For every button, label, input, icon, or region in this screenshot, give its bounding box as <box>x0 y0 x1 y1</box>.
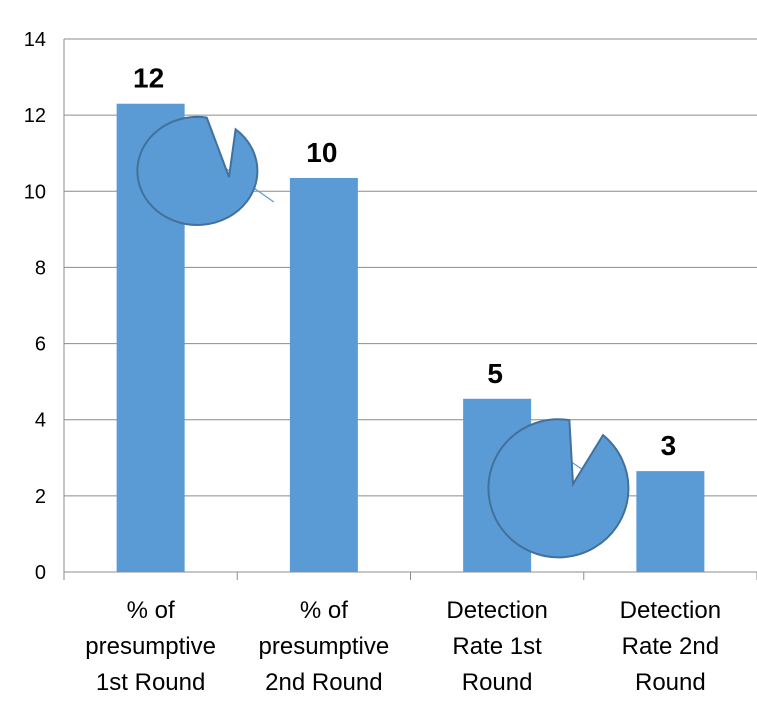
y-tick-label: 6 <box>35 334 46 356</box>
callout-label: 11% <box>226 55 277 93</box>
x-tick-label: % of presumptive 2nd Round <box>259 597 390 696</box>
y-tick-label: 8 <box>35 257 46 279</box>
y-tick-label: 4 <box>35 410 46 432</box>
callout-label: 4% <box>588 341 620 366</box>
data-label: 3 <box>661 430 677 461</box>
y-tick-label: 12 <box>24 105 46 127</box>
data-label: 10 <box>306 137 337 168</box>
x-tick-label: % of presumptive 1st Round <box>85 597 216 696</box>
y-axis: 0 2 4 6 8 10 12 14 <box>24 29 65 584</box>
callout-bubble <box>136 116 259 226</box>
x-tick-label: Detection Rate 2nd Round <box>620 597 721 696</box>
bar <box>289 177 358 573</box>
x-axis: % of presumptive 1st Round % of presumptive 2… <box>63 571 757 696</box>
callouts: 11% 4% <box>136 55 630 559</box>
x-tick-label: Detection Rate 1st Round <box>446 597 547 696</box>
bar <box>636 471 705 572</box>
data-label: 5 <box>487 358 503 389</box>
y-tick-label: 10 <box>24 181 46 203</box>
callout-bubble <box>487 418 630 559</box>
y-tick-label: 0 <box>35 562 46 584</box>
data-labels: 12 10 5 3 <box>133 63 676 461</box>
y-tick-label: 2 <box>35 486 46 508</box>
data-label: 12 <box>133 63 164 94</box>
y-tick-label: 14 <box>24 29 46 51</box>
